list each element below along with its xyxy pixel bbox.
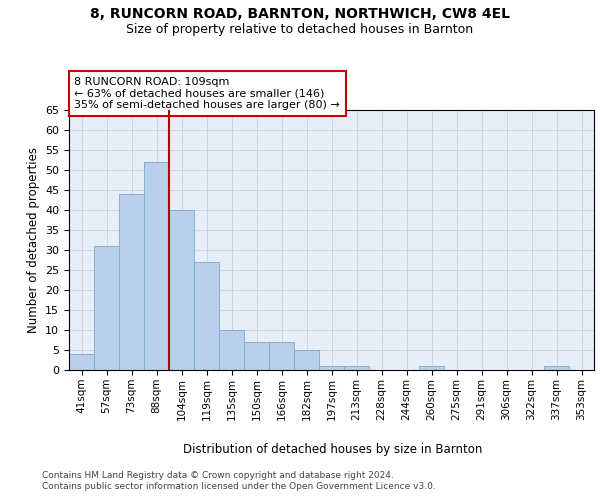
Bar: [244, 342, 269, 370]
Bar: [194, 262, 219, 370]
Bar: [119, 194, 144, 370]
Bar: [544, 366, 569, 370]
Bar: [319, 366, 344, 370]
Y-axis label: Number of detached properties: Number of detached properties: [26, 147, 40, 333]
Bar: [294, 350, 319, 370]
Text: Contains public sector information licensed under the Open Government Licence v3: Contains public sector information licen…: [42, 482, 436, 491]
Text: 8, RUNCORN ROAD, BARNTON, NORTHWICH, CW8 4EL: 8, RUNCORN ROAD, BARNTON, NORTHWICH, CW8…: [90, 8, 510, 22]
Text: Distribution of detached houses by size in Barnton: Distribution of detached houses by size …: [184, 442, 482, 456]
Bar: [169, 210, 194, 370]
Text: Contains HM Land Registry data © Crown copyright and database right 2024.: Contains HM Land Registry data © Crown c…: [42, 470, 394, 480]
Bar: [419, 366, 444, 370]
Bar: [69, 354, 94, 370]
Bar: [344, 366, 369, 370]
Text: Size of property relative to detached houses in Barnton: Size of property relative to detached ho…: [127, 22, 473, 36]
Bar: [219, 330, 244, 370]
Text: 8 RUNCORN ROAD: 109sqm
← 63% of detached houses are smaller (146)
35% of semi-de: 8 RUNCORN ROAD: 109sqm ← 63% of detached…: [74, 77, 340, 110]
Bar: [144, 162, 169, 370]
Bar: [269, 342, 294, 370]
Bar: [94, 246, 119, 370]
